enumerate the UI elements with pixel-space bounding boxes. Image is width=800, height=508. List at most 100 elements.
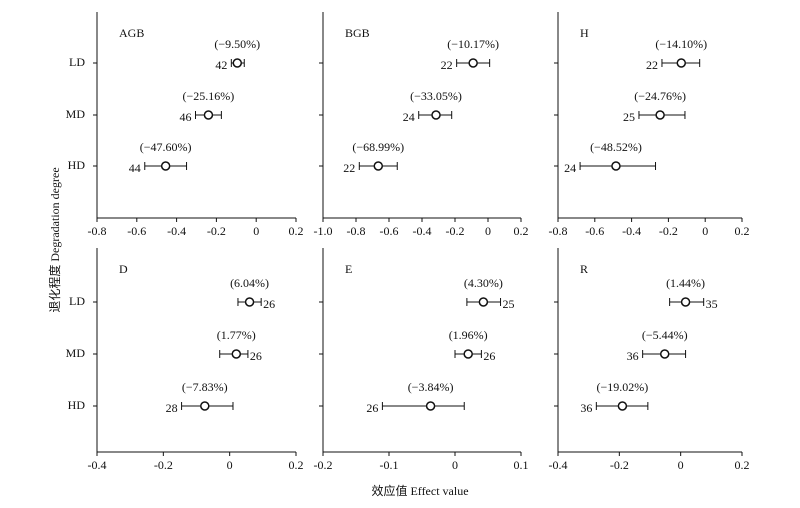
x-tick-label: -0.2 (314, 458, 333, 472)
x-tick-label: -0.2 (446, 224, 465, 238)
x-tick-label: 0.2 (735, 224, 750, 238)
y-tick-label: HD (68, 158, 86, 172)
y-tick-label: LD (69, 55, 85, 69)
sample-size: 46 (180, 110, 192, 124)
panel-title: R (580, 262, 588, 276)
x-tick-label: 0 (253, 224, 259, 238)
y-axis-label: 退化程度 Degradation degree (47, 167, 62, 312)
x-tick-label: 0 (227, 458, 233, 472)
sample-size: 42 (215, 58, 227, 72)
x-tick-label: -0.8 (347, 224, 366, 238)
effect-label: (−68.99%) (352, 140, 404, 154)
x-tick-label: -1.0 (314, 224, 333, 238)
sample-size: 24 (403, 110, 415, 124)
effect-label: (−10.17%) (447, 37, 499, 51)
sample-size: 22 (343, 161, 355, 175)
point (200, 401, 210, 411)
sample-size: 26 (263, 297, 275, 311)
sample-size: 25 (623, 110, 635, 124)
x-tick-label: -0.4 (88, 458, 107, 472)
point (478, 297, 489, 307)
point (676, 58, 687, 68)
panel-title: AGB (119, 26, 144, 40)
y-tick-label: MD (66, 107, 86, 121)
panel-title: E (345, 262, 352, 276)
point (611, 161, 621, 171)
point (425, 401, 436, 411)
x-tick-label: -0.8 (549, 224, 568, 238)
point (680, 297, 691, 307)
y-tick-label: MD (66, 346, 86, 360)
point (373, 161, 384, 171)
sample-size: 22 (646, 58, 658, 72)
x-tick-label: -0.4 (167, 224, 186, 238)
x-axis-label: 效应值 Effect value (371, 483, 468, 498)
y-tick-label: HD (68, 398, 86, 412)
effect-label: (−19.02%) (597, 380, 649, 394)
x-tick-label: -0.6 (380, 224, 399, 238)
sample-size: 26 (483, 349, 495, 363)
x-tick-label: 0.2 (735, 458, 750, 472)
x-tick-label: 0 (452, 458, 458, 472)
sample-size: 26 (250, 349, 262, 363)
sample-size: 36 (627, 349, 639, 363)
sample-size: 44 (129, 161, 141, 175)
effect-label: (4.30%) (464, 276, 503, 290)
sample-size: 26 (366, 401, 378, 415)
point (468, 58, 478, 68)
effect-label: (−7.83%) (182, 380, 228, 394)
x-tick-label: -0.4 (622, 224, 641, 238)
effect-label: (1.77%) (217, 328, 256, 342)
x-tick-label: -0.2 (207, 224, 226, 238)
x-tick-label: 0 (702, 224, 708, 238)
x-tick-label: -0.4 (413, 224, 432, 238)
x-tick-label: 0 (485, 224, 491, 238)
sample-size: 28 (166, 401, 178, 415)
point (463, 349, 473, 359)
panel-title: H (580, 26, 589, 40)
effect-label: (−48.52%) (590, 140, 642, 154)
sample-size: 35 (706, 297, 718, 311)
sample-size: 24 (564, 161, 576, 175)
x-tick-label: 0.2 (289, 224, 304, 238)
x-tick-label: -0.4 (549, 458, 568, 472)
x-tick-label: -0.6 (127, 224, 146, 238)
effect-label: (−5.44%) (642, 328, 688, 342)
x-tick-label: 0.2 (514, 224, 529, 238)
x-tick-label: -0.1 (380, 458, 399, 472)
effect-label: (−33.05%) (410, 89, 462, 103)
point (244, 297, 255, 307)
x-tick-label: 0 (678, 458, 684, 472)
x-tick-label: -0.8 (88, 224, 107, 238)
panel-title: BGB (345, 26, 370, 40)
point (231, 349, 242, 359)
effect-label: (−14.10%) (655, 37, 707, 51)
panel-title: D (119, 262, 128, 276)
sample-size: 36 (580, 401, 592, 415)
effect-label: (−47.60%) (140, 140, 192, 154)
effect-label: (1.44%) (666, 276, 705, 290)
effect-label: (−25.16%) (183, 89, 235, 103)
x-tick-label: -0.2 (610, 458, 629, 472)
effect-label: (−24.76%) (634, 89, 686, 103)
x-tick-label: 0.1 (514, 458, 529, 472)
sample-size: 25 (503, 297, 515, 311)
x-tick-label: -0.2 (659, 224, 678, 238)
point (659, 349, 670, 359)
point (655, 110, 665, 120)
effect-label: (6.04%) (230, 276, 269, 290)
point (203, 110, 214, 120)
point (232, 58, 243, 68)
point (617, 401, 628, 411)
point (160, 161, 171, 171)
x-tick-label: 0.2 (289, 458, 304, 472)
x-tick-label: -0.2 (154, 458, 173, 472)
effect-label: (1.96%) (449, 328, 488, 342)
y-tick-label: LD (69, 294, 85, 308)
effect-label: (−3.84%) (408, 380, 454, 394)
sample-size: 22 (441, 58, 453, 72)
x-tick-label: -0.6 (585, 224, 604, 238)
point (431, 110, 441, 120)
effect-label: (−9.50%) (214, 37, 260, 51)
